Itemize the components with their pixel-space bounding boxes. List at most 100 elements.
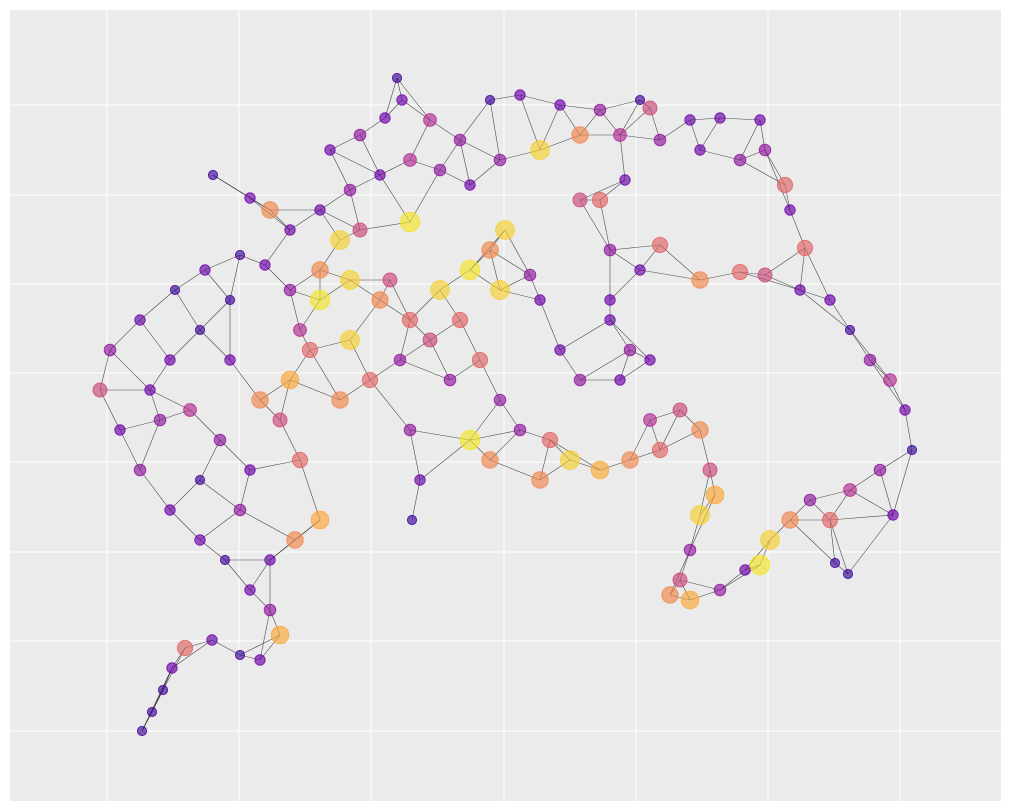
- node: [593, 103, 607, 117]
- node: [331, 391, 349, 409]
- edge: [609, 244, 661, 251]
- edge: [799, 289, 851, 331]
- node: [353, 128, 367, 142]
- node: [513, 423, 527, 437]
- node: [887, 509, 899, 521]
- node: [680, 590, 700, 610]
- node: [194, 534, 206, 546]
- node: [603, 243, 617, 257]
- node: [495, 220, 515, 240]
- edge: [459, 99, 491, 141]
- node: [286, 531, 304, 549]
- node: [560, 450, 580, 470]
- edge: [719, 117, 761, 121]
- edge: [599, 99, 641, 111]
- node: [613, 128, 627, 142]
- node: [651, 236, 669, 254]
- node: [314, 204, 326, 216]
- node: [843, 483, 857, 497]
- node: [643, 413, 657, 427]
- node: [251, 391, 269, 409]
- node: [133, 463, 147, 477]
- node: [842, 568, 854, 580]
- node: [213, 433, 227, 447]
- node: [554, 344, 566, 356]
- edge: [199, 329, 231, 361]
- edge: [609, 269, 641, 301]
- node: [401, 311, 419, 329]
- node: [206, 634, 218, 646]
- node: [310, 510, 330, 530]
- node: [92, 382, 108, 398]
- edge: [419, 439, 471, 481]
- node: [352, 222, 368, 238]
- node: [481, 451, 499, 469]
- node: [824, 294, 836, 306]
- node: [702, 462, 718, 478]
- edge: [174, 289, 201, 331]
- edge: [239, 509, 296, 541]
- node: [829, 557, 841, 569]
- node: [531, 471, 549, 489]
- node: [714, 112, 726, 124]
- node: [906, 444, 918, 456]
- edge: [699, 149, 741, 161]
- node: [572, 192, 588, 208]
- edge: [119, 429, 141, 471]
- node: [523, 268, 537, 282]
- node: [403, 423, 417, 437]
- edge: [519, 94, 561, 106]
- edge: [199, 299, 231, 331]
- node: [757, 267, 773, 283]
- edge: [229, 254, 241, 301]
- node: [591, 191, 609, 209]
- node: [406, 514, 418, 526]
- node: [490, 280, 510, 300]
- edge: [239, 469, 251, 511]
- node: [493, 393, 507, 407]
- node: [758, 143, 772, 157]
- edge: [384, 77, 398, 119]
- node: [481, 241, 499, 259]
- node: [382, 272, 398, 288]
- edge: [739, 271, 801, 291]
- node: [796, 239, 814, 257]
- node: [244, 464, 256, 476]
- edge: [199, 509, 241, 541]
- node: [234, 649, 246, 661]
- node: [534, 294, 546, 306]
- node: [443, 373, 457, 387]
- edge: [409, 429, 421, 481]
- edge: [139, 419, 161, 471]
- edge: [219, 439, 251, 471]
- edge: [489, 459, 541, 481]
- edge: [369, 379, 411, 431]
- edge: [409, 119, 431, 161]
- edge: [299, 459, 321, 521]
- edge: [411, 479, 421, 521]
- plot-area: [10, 10, 1001, 801]
- node: [199, 264, 211, 276]
- node: [134, 314, 146, 326]
- edge: [199, 439, 221, 481]
- edge: [764, 149, 791, 211]
- edge: [189, 409, 221, 441]
- edge: [139, 289, 176, 321]
- node: [621, 451, 639, 469]
- edge: [489, 99, 501, 161]
- node: [453, 133, 467, 147]
- node: [530, 140, 550, 160]
- node: [103, 343, 117, 357]
- node: [873, 463, 887, 477]
- node: [713, 583, 727, 597]
- node: [169, 284, 181, 296]
- node: [691, 421, 709, 439]
- node: [634, 264, 646, 276]
- node: [423, 113, 437, 127]
- edge: [149, 359, 171, 391]
- node: [739, 564, 751, 576]
- edge: [904, 409, 913, 451]
- node: [749, 554, 771, 576]
- edge: [169, 509, 201, 541]
- edge: [699, 117, 721, 151]
